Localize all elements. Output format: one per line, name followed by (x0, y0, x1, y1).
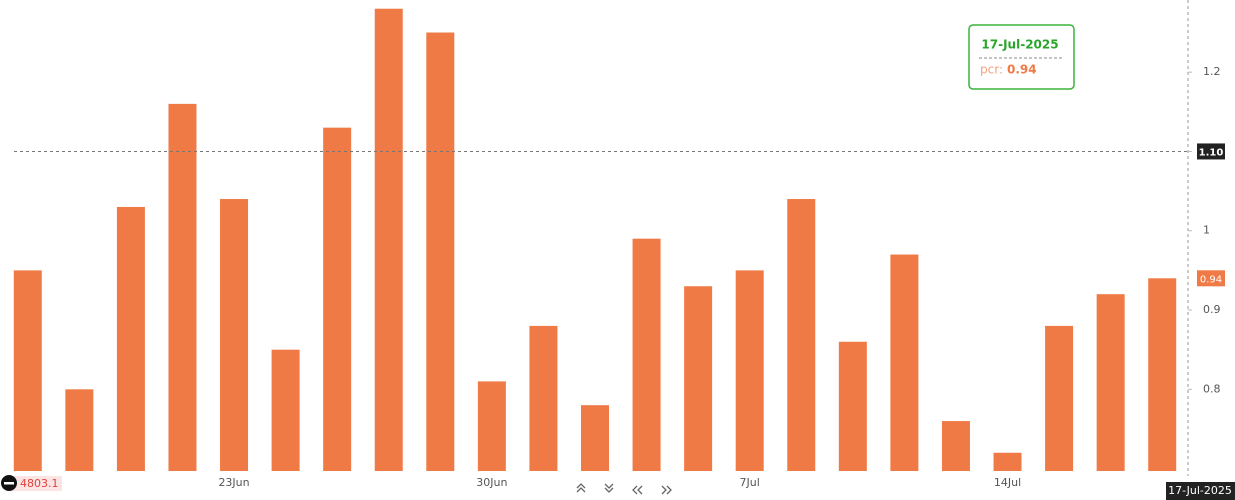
nav-left[interactable] (632, 485, 643, 495)
bar (941, 421, 970, 471)
bar (323, 127, 352, 471)
y-tick-label: 1.2 (1203, 65, 1221, 78)
crosshair-date: 17-Jul-2025 (1168, 484, 1232, 497)
bar (735, 270, 764, 471)
bar (220, 199, 249, 471)
bar (374, 8, 403, 471)
bar (477, 381, 506, 471)
crosshair-label: 1.10 (1199, 147, 1224, 158)
bar (993, 452, 1022, 471)
tooltip-box (968, 24, 1075, 90)
crosshair-badge (1197, 143, 1225, 160)
nav-buttons (576, 483, 672, 495)
bar (890, 254, 919, 471)
tooltip-date: 17-Jul-2025 (981, 38, 1058, 52)
bar (426, 32, 455, 471)
x-tick-label: 14Jul (994, 476, 1021, 489)
bottom-left-badge: 4803.1 (1, 475, 62, 491)
bar (1045, 325, 1074, 471)
bar (65, 389, 94, 471)
bar (13, 270, 42, 471)
x-tick-label: 30Jun (476, 476, 507, 489)
bar (271, 349, 300, 471)
bottom-value: 4803.1 (20, 477, 59, 490)
nav-down[interactable] (604, 483, 614, 493)
nav-right[interactable] (661, 485, 672, 495)
x-tick-label: 23Jun (218, 476, 249, 489)
tooltip-value: 0.94 (1007, 63, 1037, 77)
bar (168, 103, 197, 472)
bar (116, 206, 145, 472)
bar (529, 325, 558, 471)
bar (581, 405, 609, 471)
tooltip-label: pcr: (980, 63, 1003, 77)
bar (838, 341, 867, 471)
bar (1096, 294, 1125, 471)
bar (684, 286, 713, 471)
y-tick-label: 1 (1203, 224, 1210, 237)
remove-icon-bar (4, 482, 14, 485)
y-tick-label: 0.8 (1203, 382, 1221, 395)
y-tick-label: 0.9 (1203, 303, 1221, 316)
nav-up[interactable] (576, 483, 586, 493)
x-tick-label: 7Jul (740, 476, 760, 489)
bar (787, 199, 816, 471)
last-value-badge (1197, 270, 1225, 287)
bar (632, 238, 661, 471)
last-value-label: 0.94 (1200, 274, 1222, 285)
badge-bg (10, 476, 62, 491)
date-badge (1166, 482, 1235, 500)
tooltip: 17-Jul-2025 pcr: 0.94 (968, 24, 1075, 90)
bar (1148, 278, 1177, 471)
